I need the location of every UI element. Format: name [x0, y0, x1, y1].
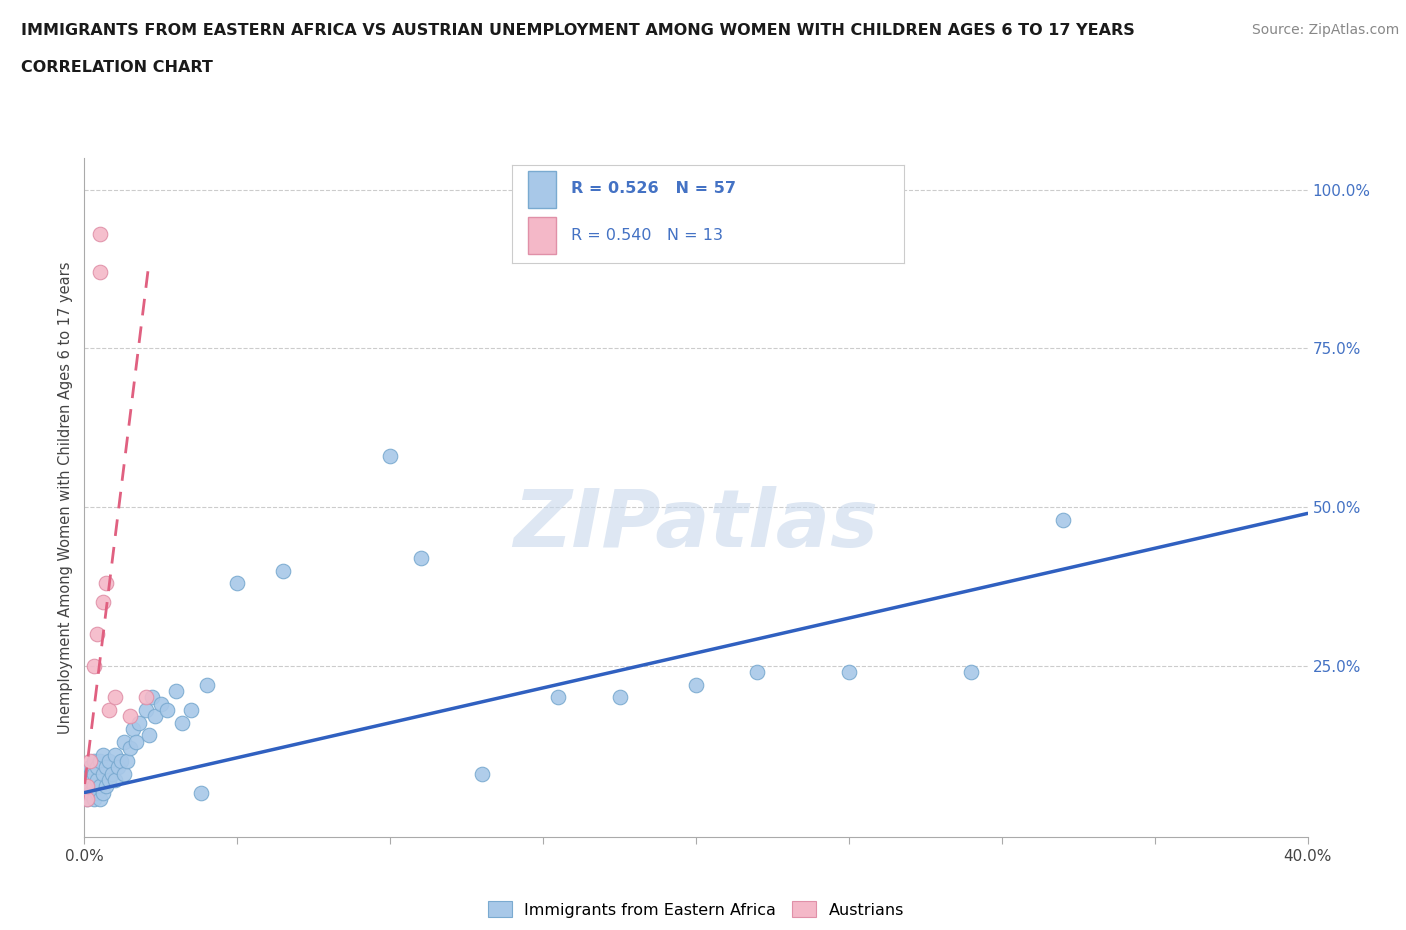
Point	[107, 760, 129, 775]
Point	[79, 753, 101, 768]
Point	[83, 778, 105, 793]
Point	[172, 715, 194, 730]
Point	[89, 791, 111, 806]
Point	[101, 766, 124, 781]
Text: ZIPatlas: ZIPatlas	[513, 485, 879, 564]
Point	[91, 766, 114, 781]
Point	[471, 766, 494, 781]
Point	[76, 778, 98, 793]
Point	[97, 753, 120, 768]
Point	[79, 773, 101, 788]
Point	[271, 563, 294, 578]
Point	[165, 684, 187, 698]
Point	[122, 722, 145, 737]
Point	[83, 753, 105, 768]
Text: CORRELATION CHART: CORRELATION CHART	[21, 60, 212, 75]
Point	[120, 740, 142, 755]
Point	[120, 709, 142, 724]
Point	[138, 728, 160, 743]
Point	[135, 703, 157, 718]
Point	[960, 665, 983, 680]
Point	[89, 778, 111, 793]
Point	[91, 747, 114, 762]
Point	[94, 576, 117, 591]
Point	[89, 227, 111, 242]
Point	[838, 665, 860, 680]
Point	[104, 747, 127, 762]
Point	[86, 773, 108, 788]
Point	[112, 735, 135, 750]
Point	[76, 791, 98, 806]
Point	[409, 551, 432, 565]
Point	[83, 766, 105, 781]
Point	[76, 778, 98, 793]
Point	[112, 766, 135, 781]
Point	[190, 785, 212, 800]
Point	[89, 265, 111, 280]
Point	[104, 773, 127, 788]
Point	[91, 595, 114, 610]
Point	[195, 677, 218, 692]
Point	[86, 760, 108, 775]
Point	[89, 753, 111, 768]
Point	[79, 785, 101, 800]
Y-axis label: Unemployment Among Women with Children Ages 6 to 17 years: Unemployment Among Women with Children A…	[58, 261, 73, 734]
Point	[79, 760, 101, 775]
Point	[83, 791, 105, 806]
Point	[125, 735, 148, 750]
Point	[609, 690, 631, 705]
Point	[86, 627, 108, 642]
Point	[76, 791, 98, 806]
Point	[547, 690, 569, 705]
Point	[747, 665, 769, 680]
Point	[156, 703, 179, 718]
Point	[180, 703, 202, 718]
Legend: Immigrants from Eastern Africa, Austrians: Immigrants from Eastern Africa, Austrian…	[481, 895, 911, 924]
Point	[94, 778, 117, 793]
Point	[110, 753, 132, 768]
Point	[226, 576, 249, 591]
Point	[380, 449, 402, 464]
Point	[83, 658, 105, 673]
Text: Source: ZipAtlas.com: Source: ZipAtlas.com	[1251, 23, 1399, 37]
Point	[94, 760, 117, 775]
Point	[97, 703, 120, 718]
Point	[135, 690, 157, 705]
Point	[104, 690, 127, 705]
Point	[149, 697, 172, 711]
Point	[128, 715, 150, 730]
Point	[97, 773, 120, 788]
Point	[141, 690, 163, 705]
Point	[115, 753, 138, 768]
Point	[143, 709, 166, 724]
Point	[86, 785, 108, 800]
Point	[685, 677, 707, 692]
Text: IMMIGRANTS FROM EASTERN AFRICA VS AUSTRIAN UNEMPLOYMENT AMONG WOMEN WITH CHILDRE: IMMIGRANTS FROM EASTERN AFRICA VS AUSTRI…	[21, 23, 1135, 38]
Point	[91, 785, 114, 800]
Point	[1052, 512, 1074, 527]
